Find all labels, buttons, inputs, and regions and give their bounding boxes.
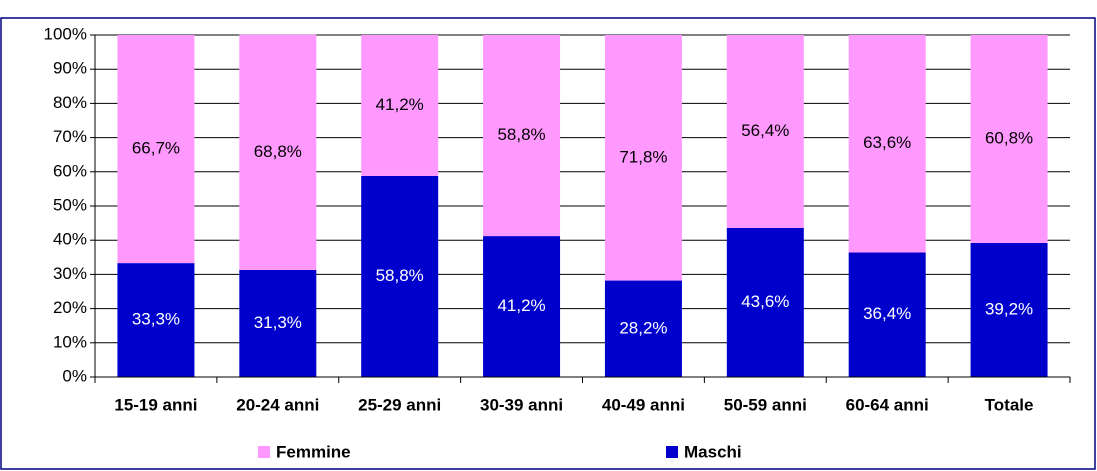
bar-segment (604, 35, 682, 281)
bar-segment (970, 242, 1048, 377)
data-label: 39,2% (985, 299, 1033, 318)
data-label: 33,3% (132, 310, 180, 329)
legend-label: Femmine (276, 442, 351, 461)
bar-segment (361, 35, 439, 176)
y-tick-label: 80% (53, 93, 87, 112)
data-label: 71,8% (619, 147, 667, 166)
y-tick-label: 100% (44, 24, 87, 43)
bar-segment (483, 35, 561, 237)
data-label: 31,3% (254, 313, 302, 332)
legend-label: Maschi (684, 442, 742, 461)
y-tick-label: 50% (53, 195, 87, 214)
bar-segment (848, 35, 926, 253)
data-label: 68,8% (254, 142, 302, 161)
data-label: 28,2% (619, 318, 667, 337)
y-tick-label: 90% (53, 59, 87, 78)
y-tick-label: 60% (53, 161, 87, 180)
y-tick-label: 70% (53, 127, 87, 146)
legend-swatch (258, 446, 270, 458)
y-tick-label: 0% (62, 366, 87, 385)
bar-segment (726, 227, 804, 377)
x-tick-label: 25-29 anni (358, 395, 441, 414)
x-tick-label: 20-24 anni (236, 395, 319, 414)
y-tick-label: 30% (53, 264, 87, 283)
bar-segment (239, 34, 317, 270)
data-label: 58,8% (376, 266, 424, 285)
data-label: 41,2% (497, 296, 545, 315)
data-label: 36,4% (863, 304, 911, 323)
data-label: 43,6% (741, 292, 789, 311)
bar-segment (848, 252, 926, 377)
data-label: 41,2% (376, 95, 424, 114)
bar-segment (361, 175, 439, 377)
bar-segment (239, 269, 317, 377)
bar-segment (970, 35, 1048, 243)
bar-segment (726, 35, 804, 228)
y-tick-label: 10% (53, 332, 87, 351)
data-label: 56,4% (741, 121, 789, 140)
bar-segment (117, 263, 195, 377)
bar-segment (483, 236, 561, 377)
data-label: 60,8% (985, 128, 1033, 147)
y-tick-label: 20% (53, 298, 87, 317)
x-tick-label: 30-39 anni (480, 395, 563, 414)
bar-segment (604, 280, 682, 377)
x-tick-label: Totale (985, 395, 1034, 414)
x-tick-label: 60-64 anni (846, 395, 929, 414)
data-label: 66,7% (132, 139, 180, 158)
x-tick-label: 15-19 anni (114, 395, 197, 414)
y-tick-label: 40% (53, 230, 87, 249)
x-tick-label: 50-59 anni (724, 395, 807, 414)
data-label: 58,8% (497, 125, 545, 144)
data-label: 63,6% (863, 133, 911, 152)
x-tick-label: 40-49 anni (602, 395, 685, 414)
legend-swatch (666, 446, 678, 458)
bar-segment (117, 35, 195, 264)
